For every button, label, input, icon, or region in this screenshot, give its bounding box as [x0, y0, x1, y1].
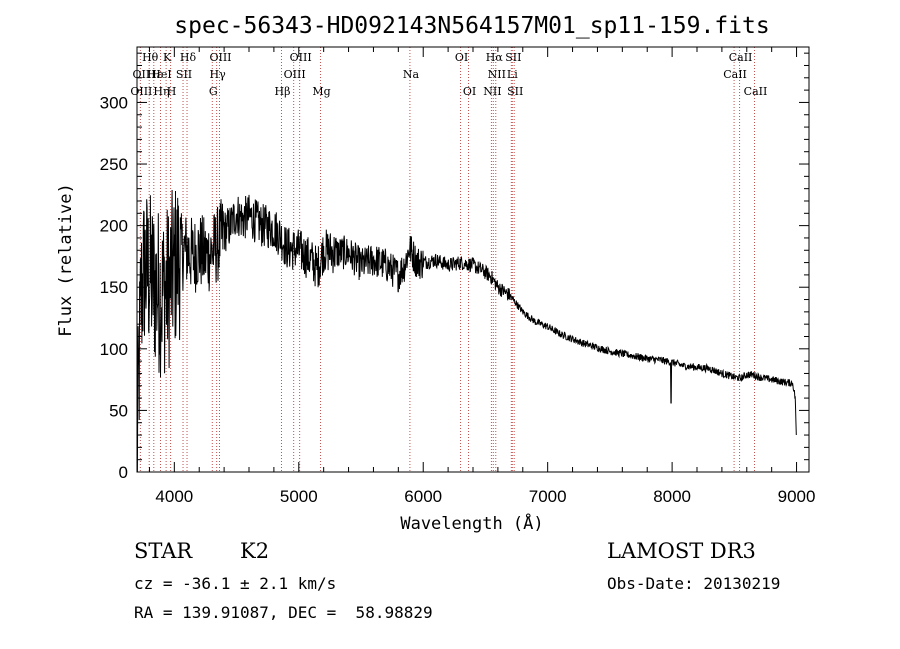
line-marker-label: SII — [505, 51, 521, 64]
line-marker-label: SII — [176, 68, 192, 81]
line-marker-label: CaII — [723, 68, 747, 81]
line-marker-label: Hγ — [210, 68, 227, 81]
x-tick-label: 7000 — [529, 487, 567, 506]
x-axis-label: Wavelength (Å) — [400, 512, 543, 534]
x-tick-label: 9000 — [778, 487, 816, 506]
line-marker-label: NII — [488, 68, 506, 81]
y-tick-label: 250 — [100, 155, 128, 174]
line-marker-label: Li — [507, 68, 518, 81]
observation-date: Obs-Date: 20130219 — [607, 574, 780, 593]
x-tick-label: 5000 — [280, 487, 318, 506]
x-tick-label: 6000 — [404, 487, 442, 506]
redshift-cz: cz = -36.1 ± 2.1 km/s — [134, 574, 336, 593]
line-marker-label: G — [209, 85, 218, 98]
line-marker-label: NII — [483, 85, 501, 98]
line-marker-label: Hβ — [275, 85, 291, 98]
line-marker-label: OIII — [290, 51, 312, 64]
line-marker-label: H — [167, 85, 177, 98]
line-marker-label: Na — [403, 68, 420, 81]
x-axis-ticks: 4000 5000 6000 7000 8000 9000 — [149, 47, 815, 506]
line-marker-label: Hδ — [180, 51, 197, 64]
line-markers — [140, 47, 754, 472]
y-tick-label: 150 — [100, 278, 128, 297]
line-marker-label: Mg — [312, 85, 330, 98]
object-class: STAR — [134, 539, 192, 563]
coordinates: RA = 139.91087, DEC = 58.98829 — [134, 603, 433, 622]
line-marker-label: OI — [463, 85, 476, 98]
line-marker-label: HeI — [151, 68, 171, 81]
survey-name: LAMOST DR3 — [607, 539, 756, 563]
line-marker-label: SII — [507, 85, 523, 98]
chart-title: spec-56343-HD092143N564157M01_sp11-159.f… — [174, 13, 769, 39]
x-tick-label: 4000 — [155, 487, 193, 506]
line-marker-label: Hα — [486, 51, 504, 64]
object-subclass: K2 — [240, 539, 269, 563]
line-marker-label: OIII — [130, 85, 152, 98]
line-marker-label: CaII — [729, 51, 753, 64]
line-marker-label: CaII — [744, 85, 768, 98]
y-tick-label: 50 — [109, 401, 128, 420]
x-tick-label: 8000 — [653, 487, 691, 506]
y-axis-label: Flux (relative) — [56, 183, 76, 337]
line-marker-label: OIII — [284, 68, 306, 81]
line-marker-label: K — [163, 51, 172, 64]
line-marker-label: OI — [455, 51, 468, 64]
line-marker-label: OIII — [209, 51, 231, 64]
y-tick-label: 300 — [100, 93, 128, 112]
y-tick-label: 200 — [100, 217, 128, 236]
y-tick-label: 0 — [119, 463, 128, 482]
line-marker-label: Hθ — [142, 51, 159, 64]
flux-series-line — [137, 190, 796, 472]
y-tick-label: 100 — [100, 340, 128, 359]
